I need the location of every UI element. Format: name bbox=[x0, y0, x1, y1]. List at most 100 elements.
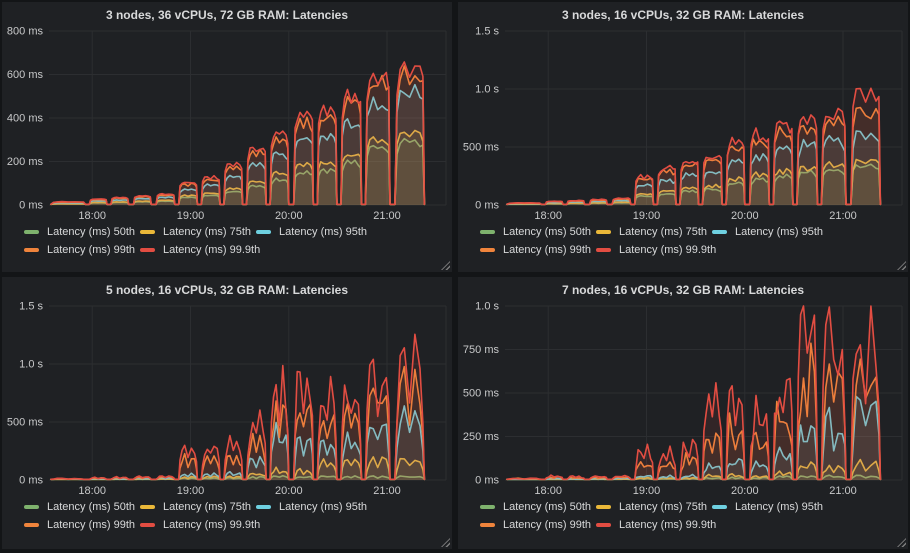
legend-item-p50[interactable]: Latency (ms) 50th bbox=[480, 501, 596, 513]
x-tick-label: 21:00 bbox=[829, 485, 857, 497]
legend-color-chip bbox=[596, 248, 611, 252]
legend-label: Latency (ms) 99th bbox=[503, 519, 592, 531]
panel-title[interactable]: 5 nodes, 16 vCPUs, 32 GB RAM: Latencies bbox=[105, 283, 349, 297]
legend-item-p95[interactable]: Latency (ms) 95th bbox=[712, 501, 828, 513]
legend-label: Latency (ms) 50th bbox=[47, 226, 136, 238]
legend-item-p999[interactable]: Latency (ms) 99.9th bbox=[140, 519, 260, 531]
legend-item-p95[interactable]: Latency (ms) 95th bbox=[256, 226, 372, 238]
legend-color-chip bbox=[480, 523, 495, 527]
legend-item-p75[interactable]: Latency (ms) 75th bbox=[140, 501, 256, 513]
series-area-p50 bbox=[507, 164, 881, 205]
panel-title[interactable]: 3 nodes, 16 vCPUs, 32 GB RAM: Latencies bbox=[561, 8, 805, 22]
legend-row: Latency (ms) 99th Latency (ms) 99.9th bbox=[480, 516, 908, 534]
legend-label: Latency (ms) 99.9th bbox=[619, 519, 717, 531]
series-area-p999 bbox=[507, 306, 881, 480]
x-tick-label: 18:00 bbox=[78, 485, 106, 497]
panel-resize-handle[interactable] bbox=[441, 261, 450, 270]
series-area-p95 bbox=[507, 131, 881, 205]
panel-title[interactable]: 7 nodes, 16 vCPUs, 32 GB RAM: Latencies bbox=[561, 283, 805, 297]
legend-color-chip bbox=[480, 248, 495, 252]
legend-row: Latency (ms) 99th Latency (ms) 99.9th bbox=[24, 516, 452, 534]
legend-item-p999[interactable]: Latency (ms) 99.9th bbox=[140, 244, 260, 256]
series-line-p99 bbox=[506, 342, 882, 481]
panel-5nodes-16vcpus: 5 nodes, 16 vCPUs, 32 GB RAM: Latencies … bbox=[2, 277, 452, 549]
panel-resize-handle[interactable] bbox=[897, 538, 906, 547]
series-line-p75 bbox=[506, 158, 882, 206]
x-tick-label: 20:00 bbox=[731, 485, 759, 497]
series-area-p999 bbox=[51, 334, 425, 480]
panel-resize-handle[interactable] bbox=[897, 261, 906, 270]
chart-legend: Latency (ms) 50th Latency (ms) 75th Latenc… bbox=[480, 498, 908, 534]
legend-label: Latency (ms) 99th bbox=[47, 519, 136, 531]
latency-chart[interactable]: 0 ms 500 ms 1.0 s 1.5 s 18:00 19:00 20:00 21:00 bbox=[4, 300, 450, 497]
legend-item-p99[interactable]: Latency (ms) 99th bbox=[480, 519, 596, 531]
legend-label: Latency (ms) 99.9th bbox=[163, 519, 261, 531]
legend-item-p99[interactable]: Latency (ms) 99th bbox=[480, 244, 596, 256]
legend-label: Latency (ms) 50th bbox=[503, 226, 592, 238]
legend-item-p50[interactable]: Latency (ms) 50th bbox=[24, 226, 140, 238]
chart-legend: Latency (ms) 50th Latency (ms) 75th Latenc… bbox=[480, 223, 908, 259]
legend-item-p50[interactable]: Latency (ms) 50th bbox=[24, 501, 140, 513]
series-area-p75 bbox=[51, 130, 425, 205]
legend-color-chip bbox=[256, 230, 271, 234]
legend-item-p75[interactable]: Latency (ms) 75th bbox=[596, 226, 712, 238]
legend-item-p999[interactable]: Latency (ms) 99.9th bbox=[596, 519, 716, 531]
x-tick-label: 21:00 bbox=[829, 210, 857, 222]
panel-title[interactable]: 3 nodes, 36 vCPUs, 72 GB RAM: Latencies bbox=[105, 8, 349, 22]
series-line-p999 bbox=[50, 61, 426, 206]
legend-item-p99[interactable]: Latency (ms) 99th bbox=[24, 244, 140, 256]
panel-resize-handle[interactable] bbox=[441, 538, 450, 547]
latency-chart[interactable]: 0 ms 500 ms 1.0 s 1.5 s 18:00 19:00 20:00 21:00 bbox=[460, 25, 906, 222]
x-tick-label: 19:00 bbox=[177, 485, 205, 497]
legend-label: Latency (ms) 95th bbox=[279, 226, 368, 238]
legend-color-chip bbox=[596, 523, 611, 527]
legend-row: Latency (ms) 99th Latency (ms) 99.9th bbox=[24, 241, 452, 259]
legend-row: Latency (ms) 50th Latency (ms) 75th Latenc… bbox=[480, 498, 908, 516]
x-tick-label: 19:00 bbox=[633, 485, 661, 497]
legend-color-chip bbox=[596, 505, 611, 509]
legend-item-p99[interactable]: Latency (ms) 99th bbox=[24, 519, 140, 531]
legend-color-chip bbox=[712, 505, 727, 509]
y-tick-label: 1.0 s bbox=[475, 84, 499, 96]
x-tick-label: 18:00 bbox=[78, 210, 106, 222]
series-line-p95 bbox=[506, 395, 882, 481]
legend-color-chip bbox=[24, 505, 39, 509]
y-tick-label: 500 ms bbox=[463, 142, 500, 154]
legend-item-p95[interactable]: Latency (ms) 95th bbox=[712, 226, 828, 238]
series-line-p95 bbox=[50, 83, 426, 206]
latency-chart[interactable]: 0 ms 200 ms 400 ms 600 ms 800 ms 18:00 19:00 20… bbox=[4, 25, 450, 222]
series-area-p99 bbox=[507, 343, 881, 480]
series-area-p50 bbox=[51, 138, 425, 205]
legend-item-p75[interactable]: Latency (ms) 75th bbox=[140, 226, 256, 238]
legend-label: Latency (ms) 99th bbox=[503, 244, 592, 256]
y-tick-label: 0 ms bbox=[475, 475, 499, 487]
legend-item-p50[interactable]: Latency (ms) 50th bbox=[480, 226, 596, 238]
legend-item-p75[interactable]: Latency (ms) 75th bbox=[596, 501, 712, 513]
legend-label: Latency (ms) 75th bbox=[163, 501, 252, 513]
series-area-p999 bbox=[51, 62, 425, 205]
x-tick-label: 21:00 bbox=[373, 210, 401, 222]
y-tick-label: 750 ms bbox=[463, 344, 500, 356]
series-area-p75 bbox=[507, 159, 881, 205]
legend-item-p95[interactable]: Latency (ms) 95th bbox=[256, 501, 372, 513]
y-tick-label: 0 ms bbox=[475, 200, 499, 212]
chart-legend: Latency (ms) 50th Latency (ms) 75th Latenc… bbox=[24, 223, 452, 259]
legend-color-chip bbox=[140, 248, 155, 252]
legend-row: Latency (ms) 50th Latency (ms) 75th Latenc… bbox=[24, 498, 452, 516]
legend-row: Latency (ms) 50th Latency (ms) 75th Latenc… bbox=[480, 223, 908, 241]
legend-label: Latency (ms) 75th bbox=[619, 501, 708, 513]
y-tick-label: 500 ms bbox=[463, 388, 500, 400]
series-line-p999 bbox=[506, 87, 882, 206]
legend-row: Latency (ms) 50th Latency (ms) 75th Latenc… bbox=[24, 223, 452, 241]
latency-chart[interactable]: 0 ms 250 ms 500 ms 750 ms 1.0 s 18:00 19:00 20:… bbox=[460, 300, 906, 497]
legend-color-chip bbox=[596, 230, 611, 234]
legend-color-chip bbox=[480, 230, 495, 234]
legend-label: Latency (ms) 75th bbox=[619, 226, 708, 238]
x-tick-label: 19:00 bbox=[177, 210, 205, 222]
legend-item-p999[interactable]: Latency (ms) 99.9th bbox=[596, 244, 716, 256]
series-line-p999 bbox=[506, 305, 882, 481]
panel-3nodes-16vcpus: 3 nodes, 16 vCPUs, 32 GB RAM: Latencies … bbox=[458, 2, 908, 272]
series-line-p95 bbox=[506, 130, 882, 206]
legend-color-chip bbox=[140, 505, 155, 509]
